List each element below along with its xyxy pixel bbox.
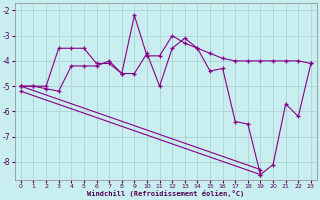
X-axis label: Windchill (Refroidissement éolien,°C): Windchill (Refroidissement éolien,°C) — [87, 190, 244, 197]
